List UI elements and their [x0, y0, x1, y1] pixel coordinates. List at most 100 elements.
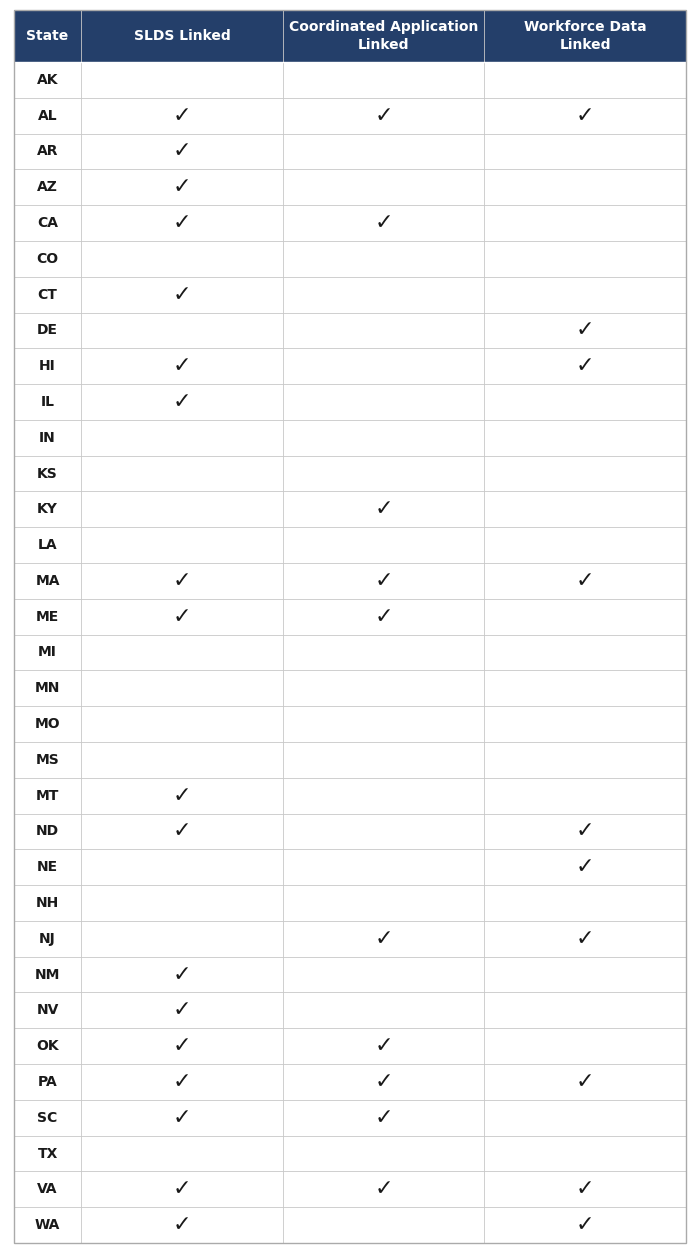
Bar: [14, 277, 686, 312]
Text: ✓: ✓: [173, 177, 191, 197]
Text: ✓: ✓: [173, 142, 191, 162]
Text: ✓: ✓: [173, 105, 191, 125]
Text: AK: AK: [37, 73, 58, 86]
Text: ✓: ✓: [173, 822, 191, 842]
Text: MI: MI: [38, 645, 57, 659]
Text: SLDS Linked: SLDS Linked: [134, 29, 230, 43]
Text: OK: OK: [36, 1039, 59, 1054]
Bar: [14, 778, 686, 813]
Text: SC: SC: [38, 1110, 57, 1125]
Text: ✓: ✓: [173, 356, 191, 376]
Text: PA: PA: [38, 1075, 57, 1089]
Text: MS: MS: [36, 753, 60, 767]
Text: CT: CT: [38, 288, 57, 302]
Bar: [14, 742, 686, 778]
Text: KY: KY: [37, 502, 58, 516]
Bar: [14, 1172, 686, 1207]
Text: ✓: ✓: [576, 321, 594, 341]
Bar: [14, 992, 686, 1029]
Bar: [14, 98, 686, 134]
Text: NE: NE: [37, 861, 58, 875]
Bar: [14, 169, 686, 205]
Text: ✓: ✓: [173, 1179, 191, 1199]
Text: ✓: ✓: [576, 571, 594, 591]
Bar: [14, 348, 686, 385]
Bar: [14, 1135, 686, 1172]
Text: ✓: ✓: [173, 392, 191, 412]
Text: Coordinated Application
Linked: Coordinated Application Linked: [289, 20, 478, 53]
Text: ✓: ✓: [173, 1000, 191, 1020]
Text: WA: WA: [35, 1218, 60, 1232]
Bar: [14, 813, 686, 850]
Text: ✓: ✓: [173, 965, 191, 985]
Text: MO: MO: [35, 717, 60, 730]
Text: ✓: ✓: [173, 1215, 191, 1235]
Bar: [14, 528, 686, 563]
Bar: [14, 850, 686, 885]
Text: Workforce Data
Linked: Workforce Data Linked: [524, 20, 647, 53]
Bar: [14, 312, 686, 348]
Text: NJ: NJ: [39, 932, 56, 946]
Text: ND: ND: [36, 824, 60, 838]
Text: AR: AR: [37, 144, 58, 158]
Text: ✓: ✓: [374, 1108, 393, 1128]
Bar: [14, 563, 686, 599]
Bar: [14, 707, 686, 742]
Bar: [14, 957, 686, 992]
Bar: [14, 456, 686, 491]
Text: MA: MA: [35, 574, 60, 588]
Bar: [14, 10, 686, 61]
Text: ✓: ✓: [374, 213, 393, 233]
Text: ✓: ✓: [173, 1036, 191, 1056]
Text: ✓: ✓: [173, 1108, 191, 1128]
Text: NV: NV: [36, 1004, 59, 1017]
Text: ✓: ✓: [173, 786, 191, 806]
Text: ✓: ✓: [576, 822, 594, 842]
Text: AL: AL: [38, 109, 57, 123]
Bar: [14, 1064, 686, 1100]
Text: State: State: [27, 29, 69, 43]
Text: KS: KS: [37, 466, 58, 481]
Bar: [14, 134, 686, 169]
Bar: [14, 205, 686, 241]
Text: ✓: ✓: [576, 1215, 594, 1235]
Text: ✓: ✓: [576, 928, 594, 949]
Text: VA: VA: [37, 1183, 58, 1197]
Text: DE: DE: [37, 323, 58, 337]
Text: ✓: ✓: [374, 1036, 393, 1056]
Bar: [14, 1029, 686, 1064]
Bar: [14, 885, 686, 921]
Text: ✓: ✓: [173, 1073, 191, 1091]
Bar: [14, 921, 686, 957]
Text: ✓: ✓: [374, 1179, 393, 1199]
Text: ME: ME: [36, 610, 60, 624]
Bar: [14, 1207, 686, 1243]
Text: ✓: ✓: [173, 284, 191, 304]
Text: NH: NH: [36, 896, 60, 910]
Bar: [14, 420, 686, 456]
Text: HI: HI: [39, 360, 56, 373]
Text: ✓: ✓: [576, 1073, 594, 1091]
Text: ✓: ✓: [173, 213, 191, 233]
Text: IN: IN: [39, 431, 56, 445]
Text: CA: CA: [37, 216, 58, 231]
Bar: [14, 61, 686, 98]
Bar: [14, 241, 686, 277]
Bar: [14, 599, 686, 634]
Text: CO: CO: [36, 252, 59, 266]
Text: IL: IL: [41, 395, 55, 408]
Text: ✓: ✓: [374, 606, 393, 626]
Text: ✓: ✓: [374, 571, 393, 591]
Text: ✓: ✓: [576, 105, 594, 125]
Text: ✓: ✓: [374, 105, 393, 125]
Bar: [14, 670, 686, 707]
Text: LA: LA: [38, 538, 57, 553]
Text: MN: MN: [35, 682, 60, 695]
Text: ✓: ✓: [374, 1073, 393, 1091]
Text: ✓: ✓: [576, 857, 594, 877]
Bar: [14, 634, 686, 670]
Text: ✓: ✓: [374, 928, 393, 949]
Text: ✓: ✓: [173, 571, 191, 591]
Text: MT: MT: [36, 788, 60, 803]
Text: TX: TX: [37, 1146, 58, 1160]
